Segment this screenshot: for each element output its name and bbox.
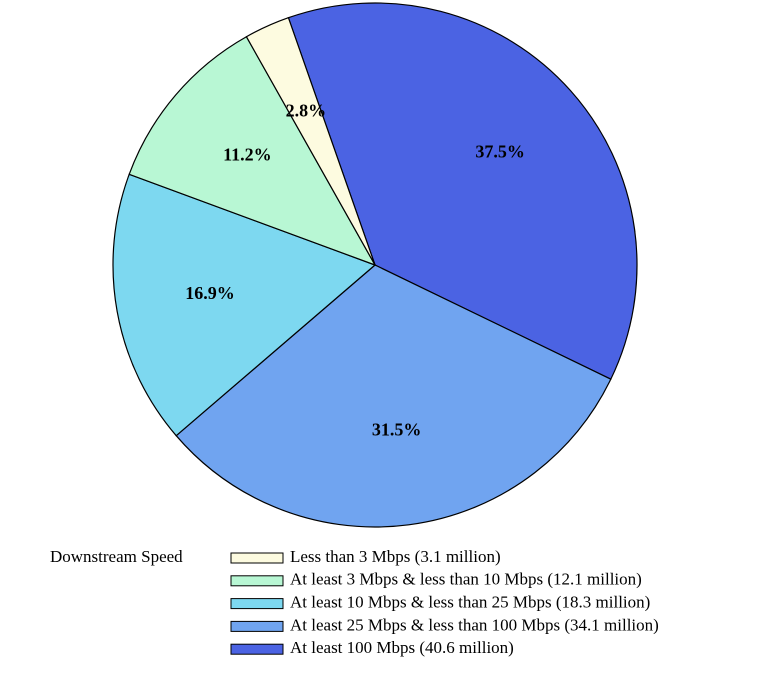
pie-slice (112, 173, 377, 437)
legend-label: Less than 3 Mbps (3.1 million) (290, 547, 501, 566)
slice-label: 31.5% (372, 419, 422, 439)
legend-label: At least 25 Mbps & less than 100 Mbps (3… (290, 615, 659, 634)
legend-title: Downstream Speed (50, 547, 183, 566)
legend-swatch (230, 552, 284, 564)
pie-slice (245, 16, 376, 266)
legend-swatch (230, 620, 284, 632)
pie-slice (287, 2, 638, 380)
legend-swatch (230, 598, 284, 610)
legend-label: At least 3 Mbps & less than 10 Mbps (12.… (290, 570, 642, 589)
legend-label: At least 10 Mbps & less than 25 Mbps (18… (290, 593, 650, 612)
slice-label: 16.9% (185, 283, 235, 303)
legend-label: At least 100 Mbps (40.6 million) (290, 638, 514, 657)
legend-swatch (230, 575, 284, 587)
slice-label: 11.2% (223, 144, 272, 164)
pie-slice (128, 35, 377, 267)
slice-label: 2.8% (286, 100, 327, 120)
slice-label: 37.5% (475, 142, 525, 162)
pie-slice (175, 264, 612, 528)
legend-swatch (230, 643, 284, 655)
